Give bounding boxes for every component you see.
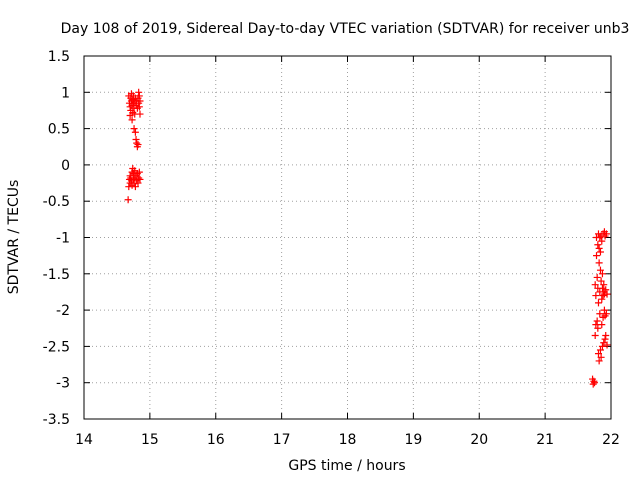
data-point — [135, 92, 143, 100]
x-tick-label: 18 — [339, 432, 357, 448]
data-point — [602, 230, 610, 238]
data-point — [135, 88, 143, 96]
y-tick-label: 1.5 — [48, 49, 70, 65]
y-tick-label: -0.5 — [43, 194, 70, 210]
data-point — [591, 281, 599, 289]
x-tick-label: 16 — [207, 432, 225, 448]
y-tick-label: -1 — [56, 231, 70, 247]
data-point — [596, 346, 604, 354]
data-point — [596, 310, 604, 318]
data-point — [134, 179, 142, 187]
y-tick-label: 0.5 — [48, 122, 70, 138]
data-point — [602, 286, 610, 294]
data-point — [603, 290, 611, 298]
data-point — [136, 175, 144, 183]
data-point — [599, 292, 607, 300]
tick-layer: 14 15 16 17 18 19 20 21 22 1.5 1 0.5 0 -0.5 -1 -1.5 -2 -2… — [43, 49, 620, 448]
data-point — [136, 97, 144, 105]
data-point — [596, 248, 604, 256]
x-tick-label: 19 — [404, 432, 422, 448]
data-point — [595, 244, 603, 252]
y-tick-label: -3 — [56, 376, 70, 392]
data-point — [596, 266, 604, 274]
data-point — [132, 135, 140, 143]
data-point — [602, 332, 610, 340]
data-point — [598, 342, 606, 350]
data-point — [593, 252, 601, 260]
data-point — [136, 110, 144, 118]
x-tick-label: 20 — [470, 432, 488, 448]
data-point — [600, 306, 608, 314]
y-tick-label: -3.5 — [43, 412, 70, 428]
data-point — [603, 341, 611, 349]
data-point — [594, 324, 602, 332]
data-point — [133, 139, 141, 147]
data-point — [593, 317, 601, 325]
data-point — [125, 183, 133, 191]
points-layer — [124, 88, 611, 388]
data-point — [593, 273, 601, 281]
y-tick-label: 0 — [61, 158, 70, 174]
grid-layer — [84, 56, 611, 419]
data-point — [598, 284, 606, 292]
data-point — [135, 174, 143, 182]
y-axis-label: SDTVAR / TECUs — [6, 180, 22, 295]
data-point — [592, 292, 600, 300]
data-point — [598, 321, 606, 329]
y-tick-label: -2.5 — [43, 339, 70, 355]
data-point — [594, 350, 602, 358]
data-point — [595, 259, 603, 267]
data-point — [598, 237, 606, 245]
data-point — [596, 234, 604, 241]
data-point — [600, 281, 608, 289]
x-tick-label: 15 — [141, 432, 159, 448]
data-point — [602, 310, 610, 318]
data-point — [595, 357, 603, 365]
data-point — [135, 103, 143, 111]
data-point — [134, 141, 142, 149]
data-point — [591, 379, 599, 387]
x-tick-label: 22 — [602, 432, 620, 448]
data-point — [594, 241, 602, 249]
data-point — [124, 196, 132, 204]
chart-title: Day 108 of 2019, Sidereal Day-to-day VTE… — [61, 21, 630, 37]
x-tick-label: 17 — [273, 432, 291, 448]
x-tick-label: 14 — [75, 432, 93, 448]
data-point — [592, 321, 600, 329]
data-point — [597, 353, 605, 361]
data-point — [601, 335, 609, 343]
data-point — [598, 270, 606, 278]
data-point — [597, 277, 605, 285]
x-tick-label: 21 — [536, 432, 554, 448]
y-tick-label: -1.5 — [43, 267, 70, 283]
plot-frame — [83, 55, 612, 420]
data-point — [128, 116, 136, 124]
data-point — [130, 125, 138, 133]
data-point — [135, 168, 143, 176]
data-point — [591, 332, 599, 340]
data-point — [598, 295, 606, 303]
data-point — [131, 183, 139, 191]
data-point — [590, 377, 598, 385]
y-tick-label: 1 — [61, 85, 70, 101]
data-point — [594, 299, 602, 307]
y-tick-label: -2 — [56, 303, 70, 319]
data-point — [131, 128, 139, 136]
x-axis-label: GPS time / hours — [288, 458, 405, 474]
